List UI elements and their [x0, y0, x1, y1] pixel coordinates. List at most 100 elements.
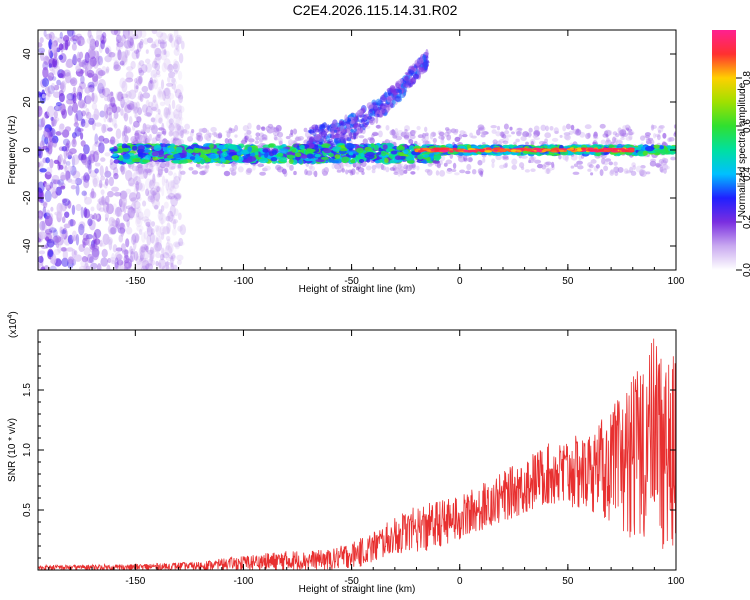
spectrogram-cell — [152, 77, 159, 90]
spectrogram-cell — [232, 164, 237, 171]
spectrogram-cell — [385, 124, 390, 131]
spectrogram-cell — [369, 137, 375, 144]
spectrogram-cell — [136, 260, 143, 270]
spectrogram-cell — [164, 95, 171, 106]
spectrogram-cell — [162, 111, 168, 117]
spectrogram-cell — [77, 52, 83, 60]
spectrogram-cell — [573, 163, 579, 168]
spectrogram-cell — [212, 139, 216, 144]
spectrogram-cell — [639, 135, 646, 141]
spectrogram-cell — [565, 123, 571, 130]
spectrogram-cell — [293, 170, 297, 176]
spectrogram-cell — [159, 41, 167, 49]
spectrogram-cell — [72, 38, 78, 45]
spectrogram-cell — [127, 177, 135, 187]
spectrogram-cell — [435, 170, 440, 176]
spectrogram-cell — [189, 156, 196, 161]
spectrogram-cell — [484, 150, 492, 153]
spectrogram-cell — [156, 131, 162, 137]
spectrogram-cell — [638, 169, 645, 176]
spectrogram-cell — [164, 112, 169, 118]
spectrogram-cell — [168, 71, 176, 79]
spectrogram-cell — [169, 185, 177, 195]
spectrogram-y-ticks: -40 -20 0 20 40 — [22, 48, 676, 253]
spectrogram-cell — [72, 170, 81, 179]
spectrogram-cell — [166, 188, 173, 195]
spectrogram-cell — [78, 265, 87, 270]
spectrogram-cell — [120, 243, 126, 253]
spectrogram-cell — [137, 107, 143, 116]
spectrogram-cell — [234, 134, 238, 138]
spectrogram-cell — [160, 50, 168, 61]
spectrogram-cell — [156, 90, 164, 98]
spectrogram-cell — [145, 188, 150, 197]
spectrogram-cell — [131, 210, 139, 219]
spectrogram-cell — [139, 245, 143, 255]
spectrogram-cell — [606, 137, 610, 143]
spectrogram-cell — [171, 228, 177, 236]
spectrogram-cell — [375, 124, 381, 129]
spectrogram-cell — [71, 230, 78, 242]
spectrogram-cell — [139, 250, 145, 261]
spectrogram-cell — [149, 124, 156, 131]
spectrogram-cell — [175, 146, 183, 152]
spectrogram-cell — [114, 206, 122, 218]
spectrogram-cell — [120, 163, 126, 176]
spectrogram-cell — [390, 102, 394, 109]
spectrogram-cell — [135, 136, 139, 142]
spectrogram-cell — [263, 165, 271, 171]
spectrogram-cell — [164, 167, 169, 174]
spectrogram-cell — [119, 195, 128, 208]
spectrogram-cell — [433, 155, 442, 160]
spectrogram-cell — [115, 217, 121, 229]
spectrogram-cell — [77, 127, 84, 133]
spectrogram-cell — [165, 160, 170, 168]
spectrogram-cell — [613, 161, 618, 166]
spectrogram-cell — [581, 147, 586, 150]
spectrogram-cell — [201, 146, 211, 150]
spectrogram-cell — [64, 202, 68, 209]
spectrogram-cell — [101, 195, 105, 205]
spectrogram-cell — [170, 195, 178, 207]
spectrogram-cell — [38, 47, 46, 54]
spectrogram-cell — [632, 165, 636, 170]
spectrogram-cell — [62, 159, 67, 165]
spectrogram-cell — [654, 133, 661, 138]
spectrogram-cell — [426, 156, 431, 161]
spectrogram-cell — [444, 131, 450, 137]
spectrogram-cell — [149, 232, 155, 244]
spectrogram-cell — [624, 149, 630, 153]
spectrogram-cell — [58, 43, 64, 51]
spectrogram-cell — [147, 189, 155, 201]
spectrogram-x-tick-label: -50 — [344, 276, 359, 287]
spectrogram-cell — [92, 249, 99, 261]
spectrogram-cell — [491, 129, 497, 134]
spectrogram-cell — [52, 179, 61, 185]
spectrogram-cell — [71, 248, 76, 259]
spectrogram-cell — [321, 168, 329, 174]
spectrogram-cell — [254, 140, 260, 145]
spectrogram-cell — [60, 229, 67, 235]
spectrogram-cell — [173, 60, 180, 73]
spectrogram-cell — [145, 49, 149, 54]
spectrogram-cell — [584, 124, 592, 130]
spectrogram-y-tick-label: -20 — [22, 190, 33, 205]
spectrogram-cell — [57, 179, 65, 186]
spectrogram-cell — [48, 31, 55, 41]
spectrogram-cell — [153, 125, 158, 130]
spectrogram-cell — [364, 154, 375, 160]
spectrogram-cell — [234, 148, 240, 152]
spectrogram-cell — [151, 30, 158, 35]
spectrogram-cell — [88, 162, 92, 174]
spectrogram-cell — [90, 206, 95, 212]
spectrogram-cell — [158, 213, 167, 225]
spectrogram-cell — [173, 172, 177, 180]
spectrogram-cell — [104, 152, 111, 157]
spectrogram-cell — [416, 165, 420, 171]
spectrogram-cell — [509, 126, 513, 131]
spectrogram-cell — [492, 147, 501, 150]
spectrogram-cell — [309, 165, 316, 172]
spectrogram-cell — [85, 111, 92, 119]
spectrogram-cell — [139, 93, 144, 102]
spectrogram-cell — [121, 249, 130, 255]
